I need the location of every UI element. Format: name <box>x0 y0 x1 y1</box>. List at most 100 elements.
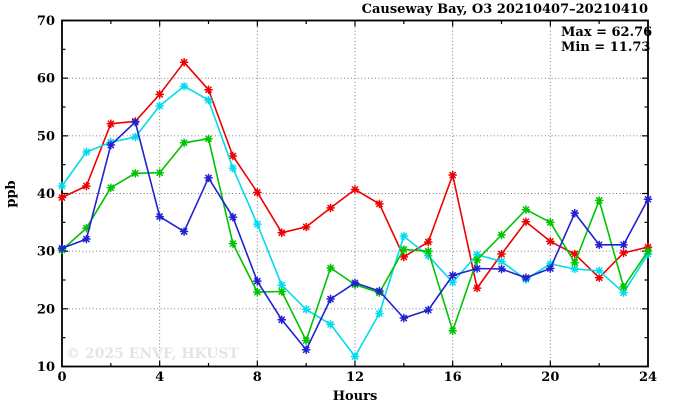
series-cyan-marker <box>497 257 506 266</box>
series-red-marker <box>155 89 165 99</box>
series-red-marker <box>399 252 409 262</box>
series-red-marker <box>545 237 555 246</box>
series-cyan-marker <box>594 266 604 276</box>
series-blue-marker <box>448 271 458 280</box>
series-green-marker <box>326 263 335 273</box>
y-tick-label: 10 <box>37 360 55 375</box>
series-cyan-marker <box>179 81 189 91</box>
series-cyan-marker <box>301 305 311 314</box>
series-blue-line <box>61 121 649 351</box>
series-blue-marker <box>497 264 506 274</box>
series-blue-marker <box>179 227 189 236</box>
series-blue-marker <box>350 278 360 288</box>
series-green-marker <box>301 336 311 345</box>
series-green-marker <box>423 246 433 256</box>
y-tick-label: 60 <box>37 72 55 87</box>
series-green-marker <box>252 287 262 297</box>
series-cyan-marker <box>545 259 555 269</box>
series-blue-marker <box>521 273 531 283</box>
series-blue-marker <box>155 212 165 221</box>
x-tick-label: 4 <box>155 370 164 385</box>
series-blue-marker <box>375 286 384 296</box>
series-red-marker <box>277 228 287 238</box>
series-red-marker <box>497 249 506 259</box>
series-cyan-marker <box>619 288 628 298</box>
chart-title: Causeway Bay, O3 20210407–20210410 <box>362 2 648 17</box>
series-green-marker <box>570 258 580 268</box>
series-green-marker <box>228 239 238 249</box>
series-blue-marker <box>228 212 238 222</box>
series-green-marker <box>594 196 604 205</box>
series-red-marker <box>521 217 531 227</box>
x-tick-label: 12 <box>346 370 364 385</box>
series-green-marker <box>130 168 140 178</box>
series-cyan-marker <box>82 147 91 157</box>
series-cyan-marker <box>155 101 165 111</box>
y-tick-label: 70 <box>37 14 55 29</box>
series-blue-marker <box>570 208 580 218</box>
series-cyan-marker <box>252 219 262 229</box>
max-value-label: Max = 62.76 <box>561 25 652 40</box>
series-red-marker <box>252 187 262 197</box>
series-blue-marker <box>82 234 91 244</box>
series-cyan-marker <box>350 352 360 361</box>
series-cyan-marker <box>277 280 287 290</box>
series-blue-marker <box>545 264 555 273</box>
series-red-marker <box>179 57 189 67</box>
y-tick-label: 40 <box>37 187 55 202</box>
series-red-marker <box>301 222 311 232</box>
series-cyan-marker <box>228 163 238 173</box>
watermark: © 2025 ENVF, HKUST <box>66 346 240 362</box>
series-red-marker <box>350 185 360 194</box>
series-green-marker <box>277 287 287 296</box>
series-red-marker <box>570 249 580 259</box>
series-green-marker <box>448 326 458 336</box>
series-blue-marker <box>301 345 311 355</box>
series-red-marker <box>82 181 91 191</box>
series-green-marker <box>472 255 482 265</box>
x-axis-label: Hours <box>333 389 378 404</box>
series-green-marker <box>643 246 653 256</box>
series-red-marker <box>57 193 67 202</box>
series-blue-marker <box>326 294 335 304</box>
series-blue-marker <box>106 140 116 150</box>
y-tick-label: 50 <box>37 129 55 144</box>
series-green-marker <box>497 230 506 240</box>
series-red-marker <box>594 273 604 283</box>
series-cyan-marker <box>570 264 580 274</box>
x-tick-label: 24 <box>639 370 657 385</box>
series-red-marker <box>106 119 116 129</box>
series-red-marker <box>326 203 335 213</box>
series-blue-marker <box>399 313 409 323</box>
y-tick-label: 20 <box>37 302 55 317</box>
series-blue-marker <box>619 240 628 250</box>
series-blue-marker <box>277 315 287 325</box>
series-blue-marker <box>643 194 653 204</box>
y-axis-label: ppb <box>4 180 19 207</box>
series-blue-marker <box>57 243 67 253</box>
series-green-marker <box>179 138 189 148</box>
series-blue-marker <box>130 117 140 127</box>
series-cyan-marker <box>399 231 409 241</box>
series-cyan-marker <box>204 95 213 105</box>
series-green-marker <box>619 282 628 292</box>
series-green-marker <box>545 217 555 227</box>
x-tick-label: 20 <box>541 370 559 385</box>
series-red-marker <box>228 151 238 161</box>
x-tick-label: 0 <box>57 370 66 385</box>
series-green-marker <box>106 183 116 193</box>
series-red-marker <box>619 248 628 258</box>
series-red-marker <box>375 199 384 209</box>
series-cyan-marker <box>375 309 384 318</box>
x-tick-label: 8 <box>253 370 262 385</box>
series-cyan-marker <box>57 181 67 191</box>
series-cyan-marker <box>448 277 458 287</box>
series-red-marker <box>448 170 458 180</box>
series-red-marker <box>204 85 213 95</box>
series-green-marker <box>399 245 409 254</box>
plot-area: 0 4 8 12 16 20 24 10 20 30 40 50 60 70 <box>37 14 657 385</box>
series-green-marker <box>204 134 213 144</box>
series-blue-marker <box>423 305 433 315</box>
series-blue-marker <box>594 240 604 250</box>
